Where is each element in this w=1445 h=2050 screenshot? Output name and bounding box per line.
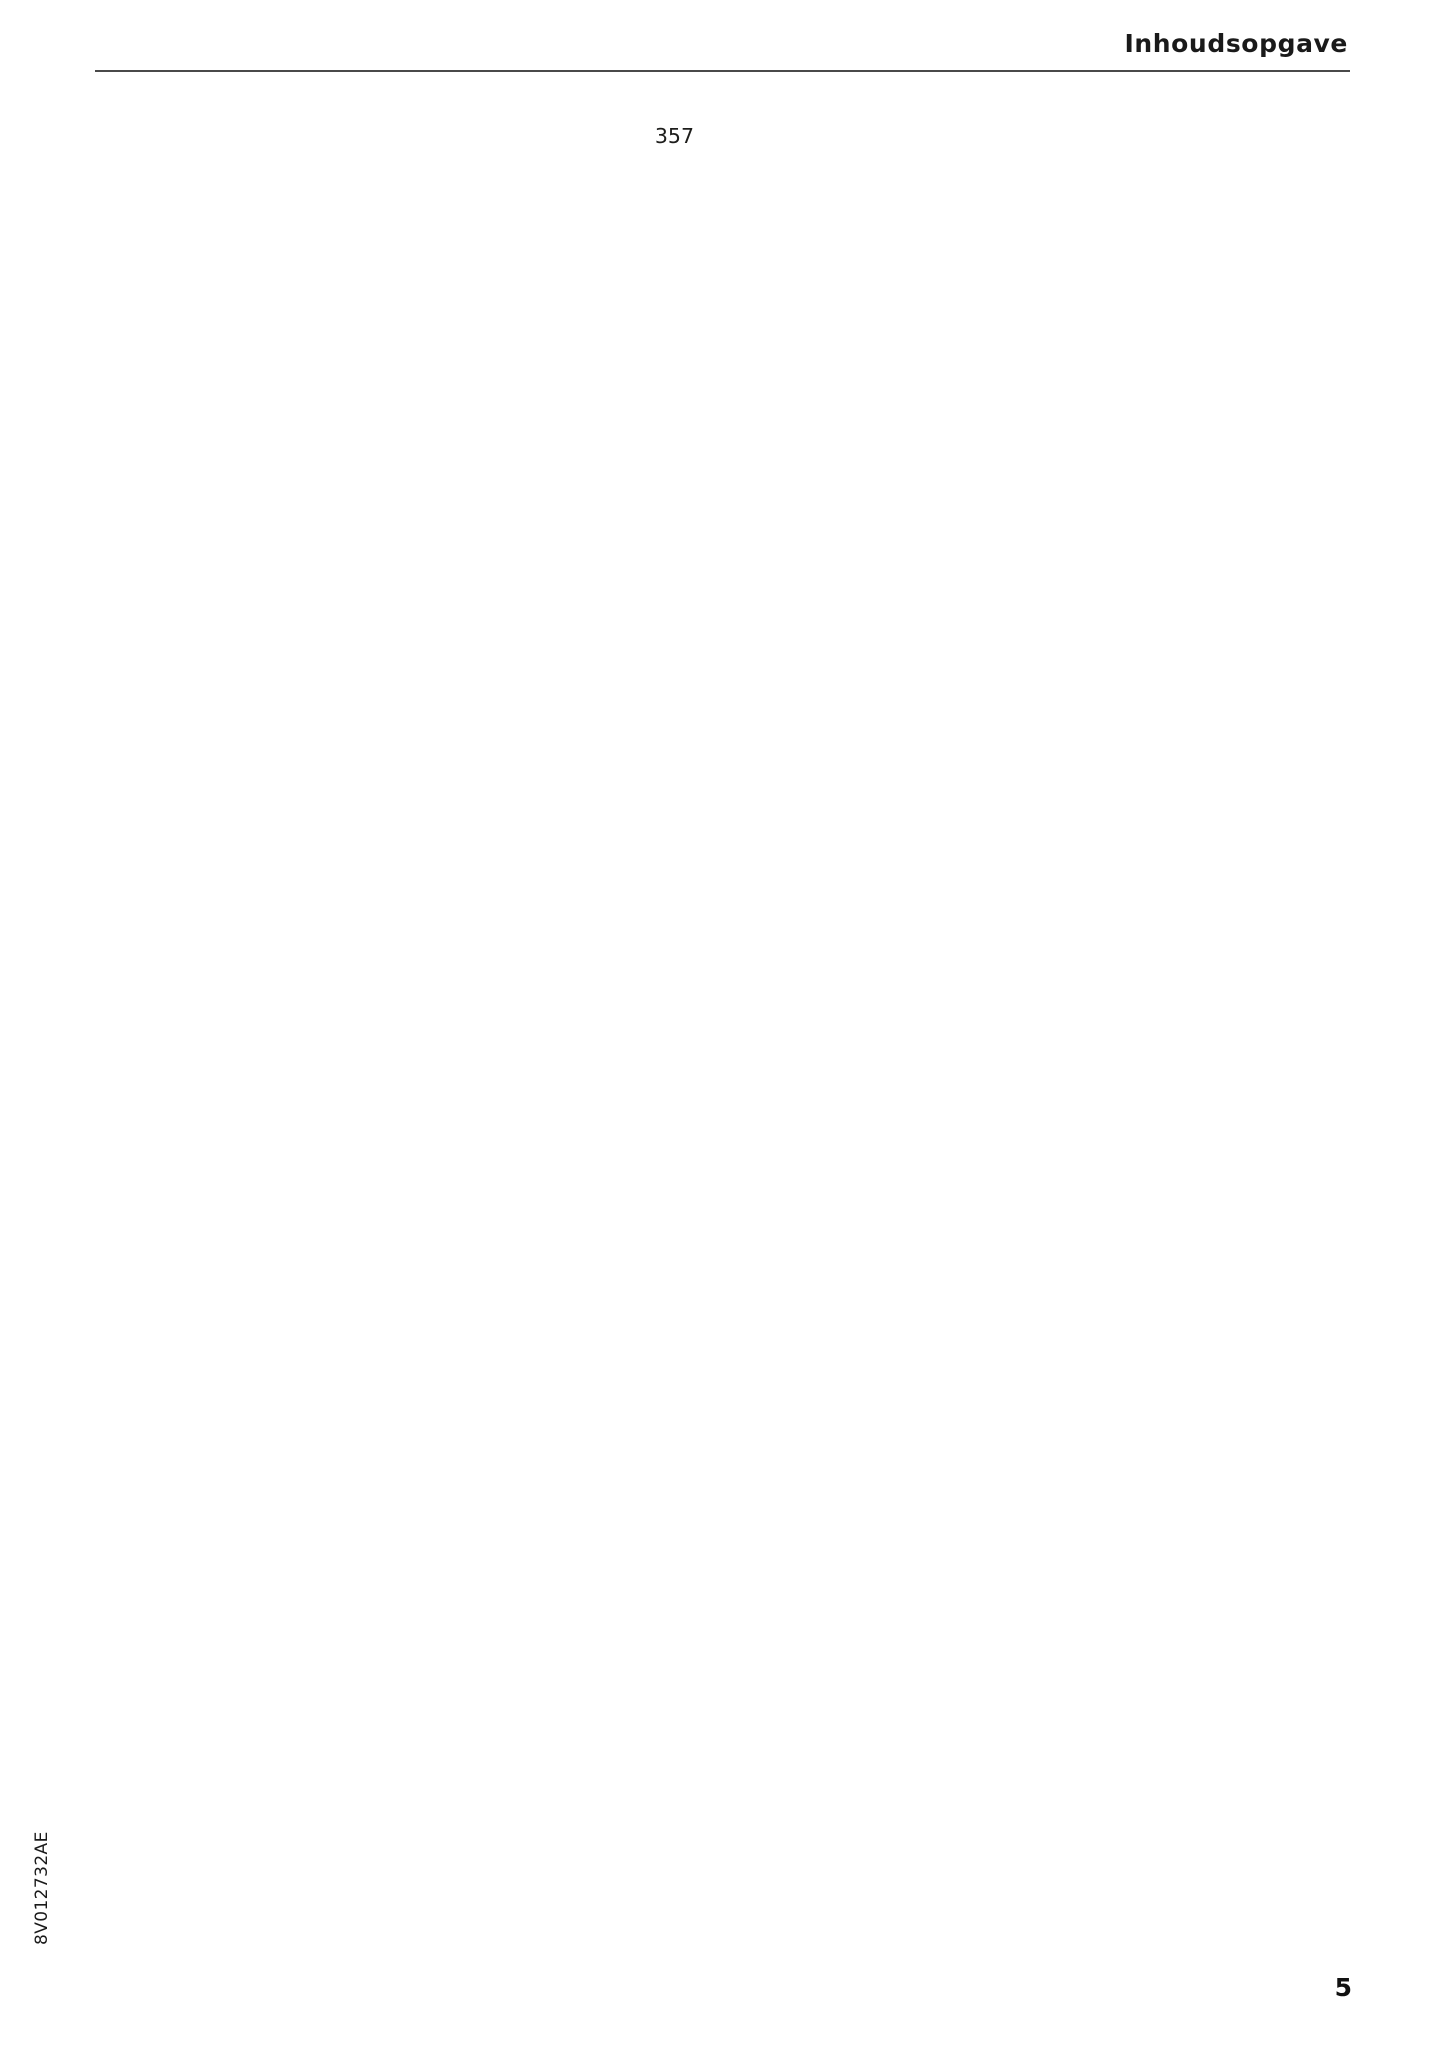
toc-entry[interactable]: Technische gegevens en (751, 118, 1350, 2050)
toc-entry-page (1304, 118, 1350, 2050)
toc-columns: Hoofdairbags357Bijrijdersairbag buiten w… (95, 118, 1350, 2050)
document-code: 8V012732AE (32, 1831, 52, 1945)
toc-entry-page: 357 (648, 118, 694, 2050)
page-number: 5 (1334, 1973, 1352, 2002)
toc-entry[interactable]: Hoofdairbags357 (95, 118, 694, 2050)
toc-right-column: Technische gegevens enaccessoires423Acce… (751, 118, 1350, 2050)
toc-left-column: Hoofdairbags357Bijrijdersairbag buiten w… (95, 118, 694, 2050)
header-divider (95, 69, 1350, 72)
page-header: Inhoudsopgave (95, 30, 1350, 72)
page-title: Inhoudsopgave (1124, 29, 1348, 58)
